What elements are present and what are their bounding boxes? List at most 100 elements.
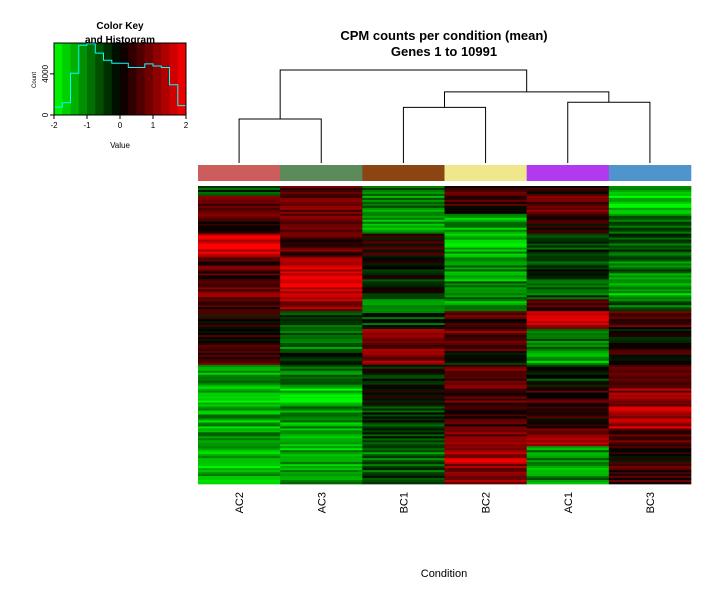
heatmap-cell <box>362 480 445 483</box>
heatmap-cell <box>608 432 692 435</box>
heatmap-cell <box>444 440 527 443</box>
heatmap-cell <box>362 368 445 372</box>
heatmap-cell <box>362 472 445 475</box>
heatmap-cell <box>198 470 281 473</box>
heatmap-cell <box>362 458 445 461</box>
heatmap-cell <box>198 452 281 455</box>
color-key-band <box>153 43 162 115</box>
heatmap-cell <box>444 426 527 429</box>
heatmap-cell <box>198 293 281 296</box>
color-key-band <box>169 43 179 115</box>
heatmap-cell <box>362 382 445 386</box>
heatmap-cell <box>362 285 445 288</box>
heatmap-cell <box>362 325 445 328</box>
heatmap-cell <box>526 271 610 274</box>
heatmap-cell <box>198 263 281 266</box>
heatmap-cell <box>198 476 281 479</box>
heatmap-cell <box>362 362 445 366</box>
heatmap-cell <box>608 277 692 280</box>
heatmap-cell <box>526 186 610 189</box>
heatmap-cell <box>444 392 527 395</box>
heatmap-cell <box>444 205 527 209</box>
heatmap-cell <box>608 281 692 284</box>
heatmap-cell <box>280 313 363 316</box>
heatmap-cell <box>280 247 363 250</box>
heatmap-cell <box>608 301 692 304</box>
color-key-band <box>103 43 113 115</box>
heatmap-cell <box>198 376 281 380</box>
heatmap-cell <box>444 476 527 479</box>
heatmap-cell <box>444 460 527 463</box>
heatmap-cell <box>608 211 692 215</box>
heatmap-cell <box>280 223 363 227</box>
heatmap-cell <box>526 213 610 217</box>
heatmap-cell <box>198 211 281 215</box>
heatmap-cell <box>280 338 363 342</box>
heatmap-cell <box>526 217 610 221</box>
heatmap-cell <box>608 442 692 445</box>
heatmap-cell <box>280 273 363 276</box>
heatmap-cell <box>280 386 363 389</box>
heatmap-cell <box>362 478 445 481</box>
heatmap-cell <box>444 374 527 378</box>
heatmap-cell <box>198 468 281 471</box>
heatmap-cell <box>526 346 610 350</box>
heatmap-cell <box>280 366 363 370</box>
heatmap-cell <box>526 364 610 368</box>
heatmap-cell <box>198 352 281 356</box>
heatmap-cell <box>362 440 445 443</box>
heatmap-cell <box>362 452 445 455</box>
heatmap-cell <box>362 344 445 348</box>
heatmap-cell <box>444 231 527 235</box>
heatmap-cell <box>280 410 363 413</box>
heatmap-cell <box>198 454 281 457</box>
heatmap-cell <box>608 386 692 389</box>
heatmap-cell <box>526 386 610 389</box>
heatmap-cell <box>362 269 445 272</box>
heatmap-cell <box>280 237 363 240</box>
heatmap-cell <box>362 358 445 362</box>
heatmap-cell <box>198 364 281 368</box>
heatmap-cell <box>526 344 610 348</box>
heatmap-cell <box>362 295 445 298</box>
heatmap-cell <box>444 474 527 477</box>
color-key-ylabel: Count <box>32 72 38 88</box>
heatmap-cell <box>362 291 445 294</box>
heatmap-cell <box>444 366 527 370</box>
heatmap-cell <box>526 356 610 360</box>
heatmap-cell <box>362 350 445 354</box>
heatmap-cell <box>362 267 445 270</box>
heatmap-cell <box>608 340 692 344</box>
heatmap-cell <box>362 392 445 395</box>
heatmap-cell <box>362 237 445 240</box>
heatmap-cell <box>526 303 610 306</box>
heatmap-cell <box>444 360 527 364</box>
heatmap-cell <box>444 203 527 207</box>
heatmap-cell <box>362 273 445 276</box>
heatmap-cell <box>362 186 445 189</box>
heatmap-cell <box>362 323 445 326</box>
heatmap-cell <box>526 311 610 314</box>
heatmap-cell <box>526 197 610 201</box>
heatmap-cell <box>198 366 281 370</box>
heatmap-cell <box>198 354 281 358</box>
heatmap-cell <box>526 211 610 215</box>
heatmap-cell <box>444 396 527 399</box>
heatmap-cell <box>362 327 445 330</box>
heatmap-cell <box>526 203 610 207</box>
heatmap-cell <box>198 279 281 282</box>
heatmap-cell <box>444 327 527 330</box>
heatmap-cell <box>444 241 527 244</box>
heatmap-cell <box>526 331 610 334</box>
heatmap-cell <box>362 297 445 300</box>
heatmap-cell <box>280 442 363 445</box>
heatmap-cell <box>608 315 692 318</box>
color-key-title: Color Key <box>96 21 144 32</box>
heatmap-cell <box>198 434 281 437</box>
heatmap-cell <box>526 422 610 425</box>
heatmap-cell <box>280 396 363 399</box>
heatmap-cell <box>444 265 527 268</box>
heatmap-cell <box>362 346 445 350</box>
heatmap-cell <box>444 450 527 453</box>
column-dendrogram <box>238 69 651 163</box>
